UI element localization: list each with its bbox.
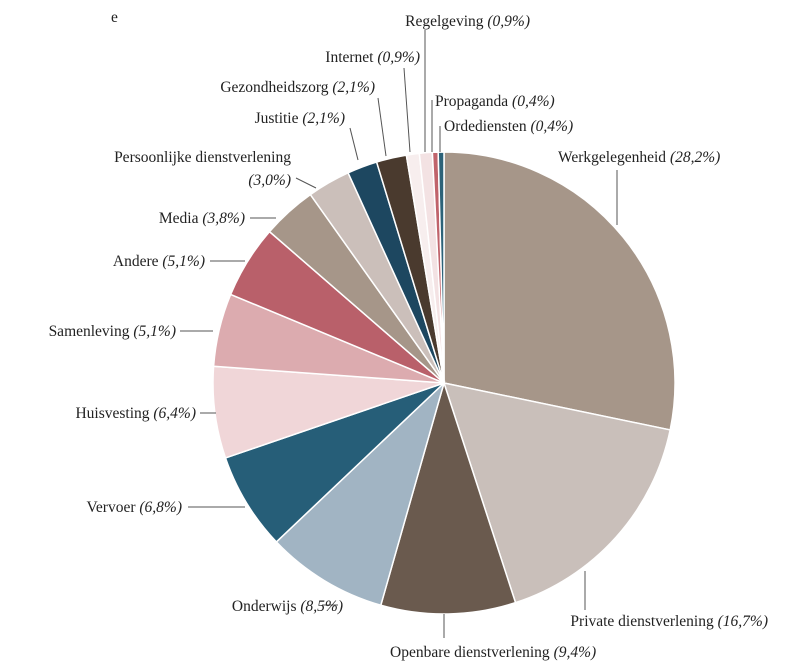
category-name: Openbare dienstverlening	[390, 644, 550, 661]
category-name: Onderwijs	[231, 598, 297, 615]
category-name: Werkgelegenheid	[558, 149, 667, 166]
slice-label: Werkgelegenheid (28,2%)	[558, 146, 720, 169]
slice-label: Andere (5,1%)	[113, 250, 205, 273]
category-name: Propaganda	[435, 93, 509, 110]
value-label: (0,4%)	[512, 93, 555, 110]
category-name: Andere	[112, 253, 159, 270]
category-name: Private dienstverlening	[570, 613, 714, 630]
pie-slice	[443, 151, 676, 431]
slice-label: Internet (0,9%)	[325, 46, 420, 69]
slice-label: Ordediensten (0,4%)	[444, 115, 573, 138]
slice-label: Vervoer (6,8%)	[86, 496, 182, 519]
category-name: Internet	[325, 49, 374, 66]
category-name: Gezondheidszorg	[220, 79, 329, 96]
value-label: (3,0%)	[248, 172, 291, 189]
leader-line	[377, 97, 387, 157]
value-label: (0,4%)	[530, 118, 574, 135]
value-label: (0,9%)	[377, 49, 420, 66]
value-label: (3,8%)	[202, 210, 245, 227]
slice-label: Huisvesting (6,4%)	[75, 402, 196, 425]
slice-label: Onderwijs (8,5%)	[232, 595, 343, 618]
slice-label: Private dienstverlening (16,7%)	[570, 610, 768, 633]
value-label: (2,1%)	[332, 79, 375, 96]
leader-line	[295, 177, 317, 189]
value-label: (16,7%)	[717, 613, 768, 630]
value-label: (8,5%)	[300, 598, 343, 615]
category-name: Regelgeving	[405, 13, 484, 30]
category-name: Ordediensten	[444, 118, 527, 135]
category-name: Persoonlijke dienstverlening	[114, 149, 291, 166]
pie-slice	[442, 382, 672, 604]
category-name: Media	[158, 210, 199, 227]
slice-label: Gezondheidszorg (2,1%)	[220, 76, 375, 99]
slice-label: Samenleving (5,1%)	[49, 320, 176, 343]
pie-slice	[379, 380, 517, 615]
category-name: Vervoer	[86, 499, 136, 516]
category-name: Justitie	[254, 110, 299, 127]
value-label: (9,4%)	[553, 644, 597, 661]
slice-label: Media (3,8%)	[159, 207, 245, 230]
value-label: (5,1%)	[133, 323, 176, 340]
category-name: Huisvesting	[75, 405, 150, 422]
slice-label: Justitie (2,1%)	[255, 107, 345, 130]
slice-label: Regelgeving (0,9%)	[405, 10, 530, 33]
chart-title: e	[111, 9, 118, 26]
value-label: (6,8%)	[139, 499, 182, 516]
pie-slice	[437, 151, 445, 384]
value-label: (5,1%)	[162, 253, 205, 270]
slice-label: Propaganda (0,4%)	[435, 90, 555, 113]
category-name: Samenleving	[48, 323, 130, 340]
slice-label: Persoonlijke dienstverlening (3,0%)	[106, 146, 291, 192]
value-label: (28,2%)	[669, 149, 721, 166]
slice-label: Openbare dienstverlening (9,4%)	[390, 641, 596, 664]
value-label: (0,9%)	[487, 13, 530, 30]
pie-slice	[275, 380, 446, 607]
value-label: (2,1%)	[302, 110, 345, 127]
leader-line	[349, 127, 359, 161]
value-label: (6,4%)	[153, 405, 196, 422]
leader-line	[403, 67, 411, 153]
